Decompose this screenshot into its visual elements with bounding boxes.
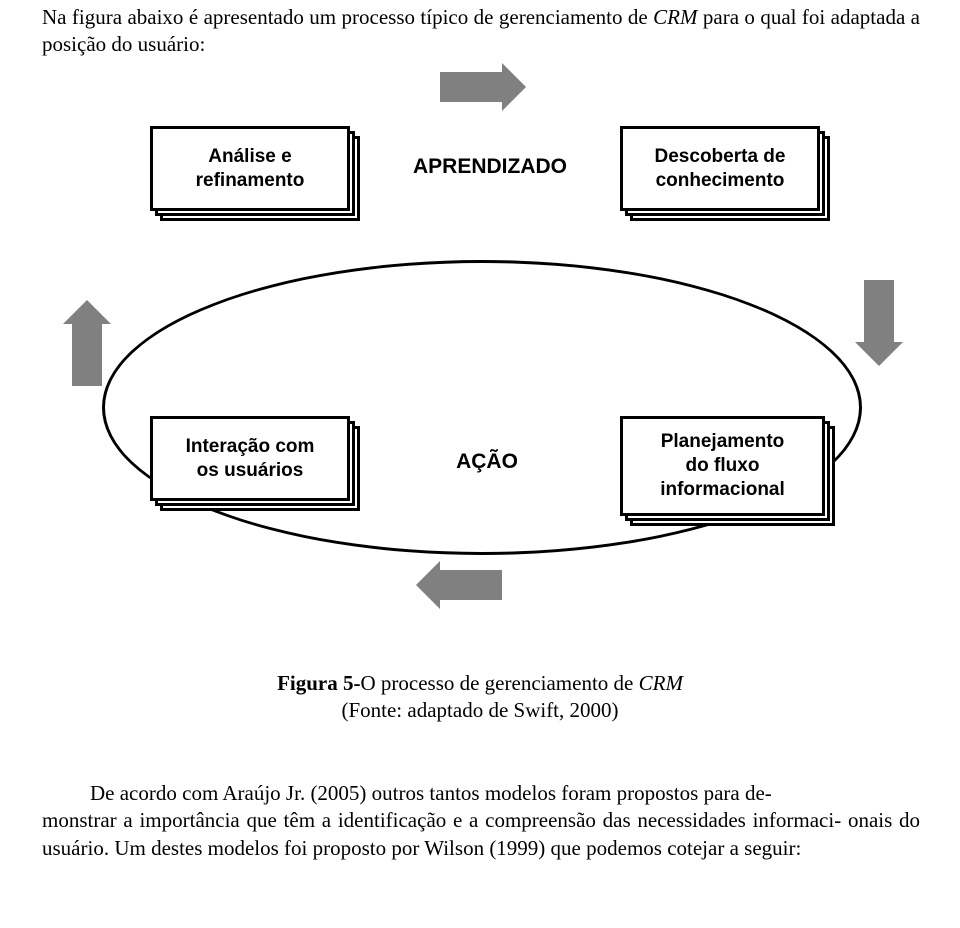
box-text-analise: Análise erefinamento — [196, 145, 305, 193]
outro-line4: seguir: — [744, 836, 801, 860]
box-analise-refinamento: Análise erefinamento — [150, 126, 350, 211]
outro-line1: De acordo com Araújo Jr. (2005) outros t… — [90, 781, 772, 805]
box-text-interacao: Interação comos usuários — [186, 435, 315, 483]
box-text-descoberta: Descoberta deconhecimento — [655, 145, 786, 193]
label-aprendizado: APRENDIZADO — [390, 155, 590, 179]
page: Na figura abaixo é apresentado um proces… — [0, 0, 960, 928]
caption-italic-crm: CRM — [639, 671, 683, 695]
box-descoberta-conhecimento: Descoberta deconhecimento — [620, 126, 820, 211]
intro-text-1: Na figura abaixo é apresentado um proces… — [42, 5, 653, 29]
box-planejamento-fluxo: Planejamentodo fluxoinformacional — [620, 416, 825, 516]
outro-line2: monstrar a importância que têm a identif… — [42, 808, 841, 832]
label-acao: AÇÃO — [437, 450, 537, 474]
caption-lead: Figura 5- — [277, 671, 360, 695]
caption-source: (Fonte: adaptado de Swift, 2000) — [341, 698, 618, 722]
intro-paragraph: Na figura abaixo é apresentado um proces… — [42, 4, 920, 59]
crm-cycle-diagram: APRENDIZADO AÇÃO Análise erefinamento De… — [80, 90, 880, 670]
intro-italic-crm: CRM — [653, 5, 697, 29]
caption-plain: O processo de gerenciamento de — [360, 671, 638, 695]
figure-caption: Figura 5-O processo de gerenciamento de … — [0, 670, 960, 725]
box-text-planejamento: Planejamentodo fluxoinformacional — [660, 430, 785, 501]
box-interacao-usuarios: Interação comos usuários — [150, 416, 350, 501]
outro-paragraph: De acordo com Araújo Jr. (2005) outros t… — [42, 780, 920, 862]
